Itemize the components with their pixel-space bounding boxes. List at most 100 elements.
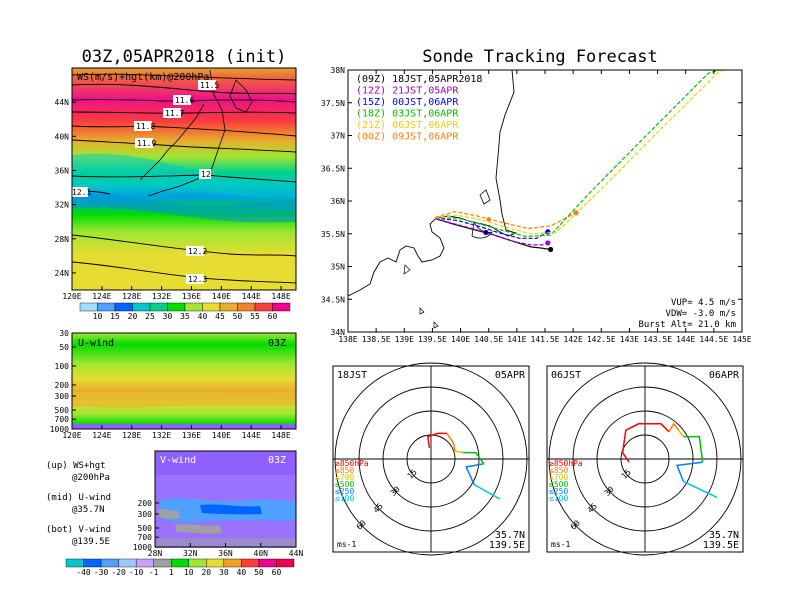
hodograph-label-left: 18JST: [337, 370, 367, 381]
track-end-point: [545, 240, 551, 246]
x-tick-label: 142E: [564, 335, 583, 344]
track-end-point: [548, 246, 554, 253]
vdw-text: VDW= -3.0 m/s: [666, 309, 736, 319]
track-end-point: [573, 210, 579, 216]
track-legend-entry: (09Z) 18JST,05APR2018: [356, 74, 482, 85]
legend-up-2: @200hPa: [72, 473, 110, 483]
map-coastline: [347, 69, 518, 297]
colorbar-swatch: [254, 302, 273, 312]
hodograph-units: ms-1: [337, 540, 356, 549]
colorbar-label: 35: [180, 312, 190, 321]
u-wind-frame: [71, 332, 297, 430]
burst-alt-text: Burst Alt= 21.0 km: [638, 320, 736, 330]
level-legend-entry: ≤100: [335, 494, 354, 503]
x-tick-label: 128E: [122, 431, 141, 440]
y-tick-label: 700: [55, 415, 70, 424]
track-info: VUP= 4.5 m/s VDW= -3.0 m/s Burst Alt= 21…: [638, 298, 736, 330]
u-wind-x-axis: 120E 124E 128E 132E 136E 140E 144E 148E: [62, 425, 291, 440]
x-tick-label: 148E: [271, 292, 290, 301]
y-tick-label: 1000: [133, 543, 152, 552]
contour-label: 11.6: [175, 96, 194, 105]
track-series-line: [435, 217, 549, 239]
contour-label: 12: [201, 170, 211, 179]
panel-legend: (up) WS+hgt @200hPa (mid) U-wind @35.7N …: [46, 461, 111, 547]
x-tick-label: 144E: [676, 335, 695, 344]
x-tick-label: 44N: [289, 549, 304, 558]
hodograph-lat: 35.7N: [495, 530, 525, 541]
colorbar-label: 10: [93, 312, 103, 321]
hodograph-lon: 139.5E: [703, 540, 739, 551]
hodograph-trace: [621, 423, 670, 463]
colorbar-swatch: [132, 302, 151, 312]
track-legend-entry: (15Z) 00JST,06APR: [356, 97, 459, 108]
contour-label: 12.3: [188, 275, 207, 284]
colorbar-swatch: [241, 558, 260, 568]
colorbar-swatch: [97, 302, 116, 312]
x-tick-label: 124E: [92, 431, 111, 440]
level-legend-entry: ≤500: [335, 480, 354, 489]
hodograph-trace: [668, 422, 680, 433]
y-tick-label: 34N: [331, 328, 346, 337]
colorbar-swatch: [135, 558, 154, 568]
colorbar-swatch: [272, 302, 291, 312]
y-tick-label: 700: [138, 533, 153, 542]
track-series-line: [435, 210, 577, 230]
hodograph-lon: 139.5E: [489, 540, 525, 551]
x-tick-label: 120E: [62, 292, 81, 301]
level-legend-entry: ≤700: [549, 473, 568, 482]
colorbar-label: 15: [110, 312, 120, 321]
x-tick-label: 143.5E: [643, 335, 672, 344]
x-tick-label: 136E: [182, 292, 201, 301]
hodograph-trace: [675, 461, 703, 482]
colorbar-label: 40: [198, 312, 208, 321]
ws-contours: [71, 73, 297, 284]
colorbar-swatch: [100, 558, 119, 568]
vup-text: VUP= 4.5 m/s: [671, 298, 736, 308]
track-lines: [435, 70, 726, 253]
ws-x-axis: 120E 124E 128E 132E 136E 140E 144E 148E: [62, 286, 291, 301]
track-series-line: [435, 70, 720, 238]
x-tick-label: 128E: [122, 292, 141, 301]
x-tick-label: 141E: [507, 335, 526, 344]
colorbar-swatch: [184, 302, 203, 312]
contour-label: 12.1: [72, 188, 91, 197]
track-legend: (09Z) 18JST,05APR2018(12Z) 21JST,05APR(1…: [356, 74, 482, 143]
track-end-point: [545, 229, 551, 235]
u-wind-time: 03Z: [268, 338, 286, 349]
x-tick-label: 145E: [732, 335, 751, 344]
y-tick-label: 200: [138, 499, 153, 508]
y-tick-label: 300: [55, 392, 70, 401]
level-legend-entry: ≤100: [549, 494, 568, 503]
colorbar-label: 45: [215, 312, 225, 321]
legend-mid-2: @35.7N: [72, 505, 105, 515]
v-wind-label: V-wind: [160, 455, 196, 466]
colorbar-swatch: [83, 558, 102, 568]
colorbar-swatch: [202, 302, 221, 312]
track-line-group: [435, 70, 726, 253]
colorbar-label: -20: [111, 568, 126, 577]
colorbar-label: 25: [145, 312, 155, 321]
track-legend-entry: (00Z) 09JST,06APR: [356, 132, 459, 143]
colorbar-label: 1: [169, 568, 174, 577]
y-tick-label: 500: [55, 406, 70, 415]
level-legend-entry: ≤250: [549, 487, 568, 496]
hodograph-trace: [454, 450, 464, 454]
ws-y-axis: 24N 28N 32N 36N 40N 44N: [55, 98, 76, 278]
ws-contour-labels: 11.5 11.6 11.7 11.8 11.9 12 12.1 12.2 12…: [70, 80, 219, 284]
contour-label: 12.2: [188, 247, 207, 256]
y-tick-label: 50: [59, 343, 69, 352]
x-tick-label: 140.5E: [474, 335, 503, 344]
colorbar-swatch: [276, 558, 295, 568]
colorbar-label: 40: [237, 568, 247, 577]
hodograph-label-right: 05APR: [495, 370, 526, 381]
hodograph-trace: [446, 432, 456, 452]
x-tick-label: 132E: [152, 431, 171, 440]
y-tick-label: 34.5N: [321, 295, 345, 304]
contour-label: 11.7: [165, 109, 184, 118]
ws-panel: 11.5 11.6 11.7 11.8 11.9 12 12.1 12.2 12…: [55, 67, 297, 321]
y-tick-label: 35N: [331, 263, 346, 272]
colorbar-label: -1: [149, 568, 159, 577]
